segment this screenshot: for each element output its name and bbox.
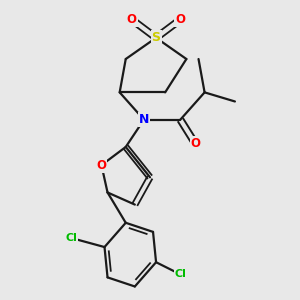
- Text: O: O: [97, 159, 106, 172]
- Text: O: O: [127, 13, 137, 26]
- Text: Cl: Cl: [65, 233, 77, 243]
- Text: S: S: [152, 31, 160, 44]
- Text: Cl: Cl: [174, 269, 186, 279]
- Text: O: O: [190, 137, 200, 150]
- Text: N: N: [139, 113, 149, 126]
- Text: O: O: [175, 13, 185, 26]
